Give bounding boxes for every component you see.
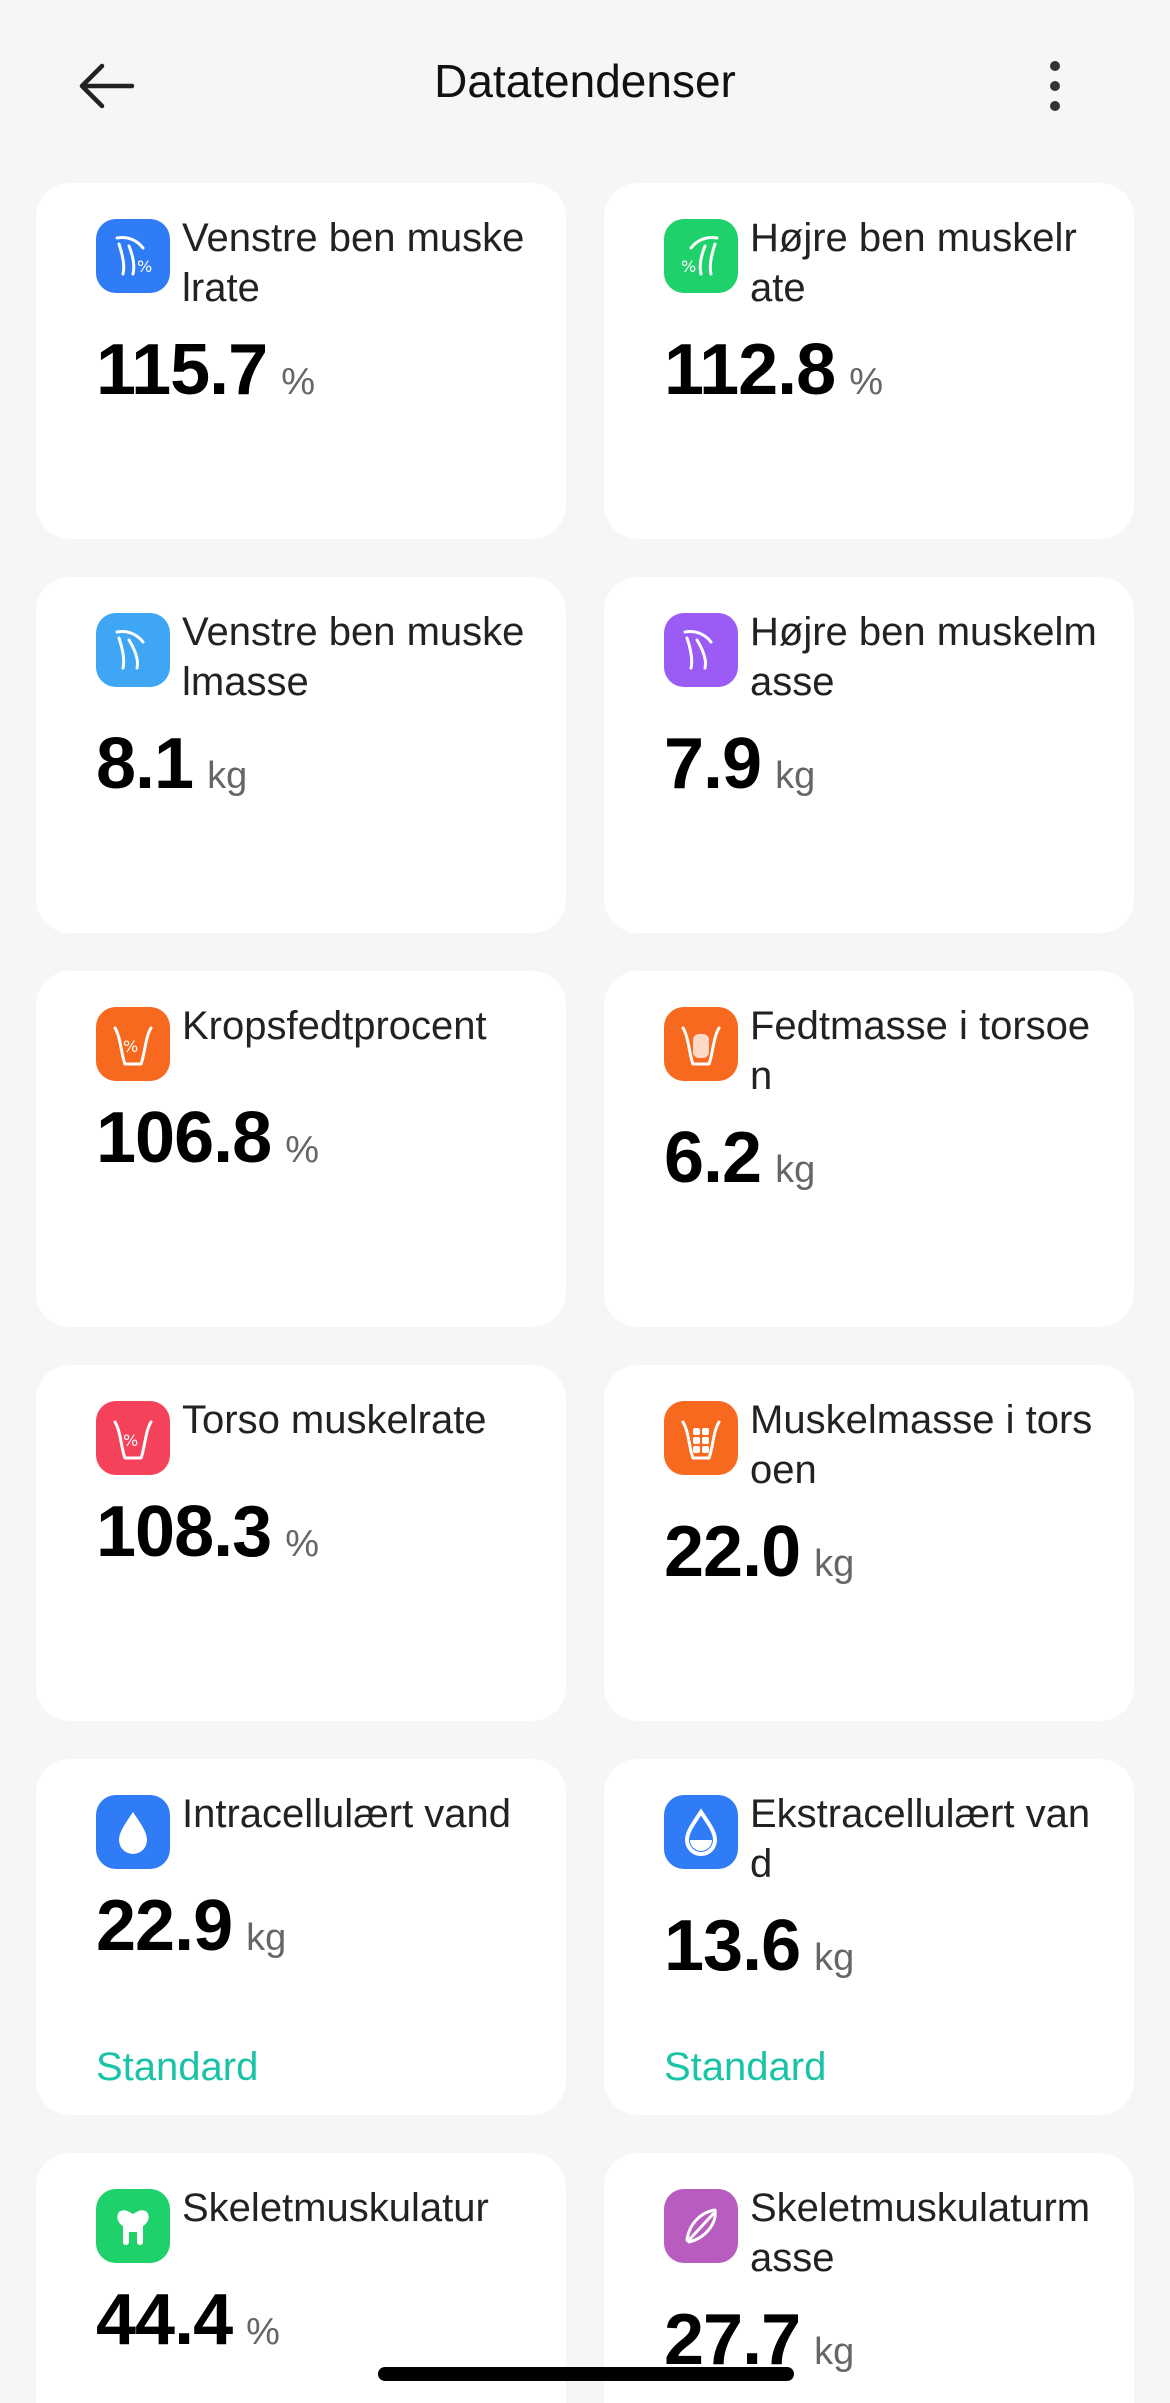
- metric-value: 7.9: [664, 724, 762, 804]
- metric-card-header: Skeletmuskulaturmasse: [664, 2183, 1098, 2283]
- svg-text:%: %: [123, 1037, 138, 1056]
- metric-card[interactable]: Intracellulært vand 22.9 kg Standard: [36, 1759, 566, 2115]
- metric-unit: kg: [246, 1917, 287, 1959]
- torso-muscle-mass-icon: [664, 1401, 738, 1475]
- metric-value-row: 22.9 kg: [96, 1885, 530, 1967]
- metric-card-header: % Kropsfedtprocent: [96, 1001, 530, 1081]
- metric-label: Venstre ben muskelmasse: [182, 610, 525, 704]
- metric-value-row: 22.0 kg: [664, 1511, 1098, 1593]
- metric-card-header: % Torso muskelrate: [96, 1395, 530, 1475]
- metric-value: 13.6: [664, 1906, 801, 1986]
- metric-value-row: 7.9 kg: [664, 723, 1098, 805]
- torso-fat-mass-icon: [664, 1007, 738, 1081]
- metric-card[interactable]: Højre ben muskelmasse 7.9 kg: [604, 577, 1134, 933]
- metric-label: Skeletmuskulaturmasse: [750, 2186, 1091, 2280]
- metric-label: Højre ben muskelmasse: [750, 610, 1097, 704]
- metric-unit: %: [849, 361, 883, 403]
- metric-card-header: Højre ben muskelmasse: [664, 607, 1098, 707]
- back-button[interactable]: [66, 46, 146, 126]
- metric-card-header: Venstre ben muskelmasse: [96, 607, 530, 707]
- metric-unit: kg: [814, 2331, 855, 2373]
- metric-unit: kg: [775, 755, 816, 797]
- metric-value-row: 27.7 kg: [664, 2299, 1098, 2381]
- right-leg-muscle-mass-icon: [664, 613, 738, 687]
- more-options-button[interactable]: [1015, 46, 1095, 126]
- metric-unit: %: [281, 361, 315, 403]
- metric-card[interactable]: Skeletmuskulaturmasse 27.7 kg: [604, 2153, 1134, 2403]
- metric-card-header: % Venstre ben muskelrate: [96, 213, 530, 313]
- metric-card-header: % Højre ben muskelrate: [664, 213, 1098, 313]
- metric-value: 22.9: [96, 1886, 233, 1966]
- metric-label: Kropsfedtprocent: [182, 1004, 487, 1048]
- metric-card-header: Skeletmuskulatur: [96, 2183, 530, 2263]
- body-fat-percent-icon: %: [96, 1007, 170, 1081]
- page-title: Datatendenser: [434, 55, 736, 107]
- metric-unit: %: [285, 1523, 319, 1565]
- metric-unit: %: [285, 1129, 319, 1171]
- more-vertical-icon: [1050, 61, 1060, 111]
- metrics-grid: % Venstre ben muskelrate 115.7%% Højre ben …: [36, 183, 1134, 2403]
- svg-text:%: %: [681, 257, 696, 276]
- left-leg-muscle-mass-icon: [96, 613, 170, 687]
- metric-value: 6.2: [664, 1118, 762, 1198]
- metric-card[interactable]: Skeletmuskulatur 44.4%: [36, 2153, 566, 2403]
- metric-value-row: 106.8%: [96, 1097, 530, 1179]
- metric-unit: kg: [207, 755, 248, 797]
- metric-label: Skeletmuskulatur: [182, 2186, 489, 2230]
- metric-value: 22.0: [664, 1512, 801, 1592]
- metric-value: 115.7: [96, 330, 268, 410]
- metric-label: Ekstracellulært vand: [750, 1792, 1091, 1886]
- left-leg-muscle-rate-icon: %: [96, 219, 170, 293]
- metric-card[interactable]: Ekstracellulært vand 13.6 kg Standard: [604, 1759, 1134, 2115]
- metric-card-header: Ekstracellulært vand: [664, 1789, 1098, 1889]
- home-indicator: [378, 2367, 794, 2381]
- metric-value-row: 115.7%: [96, 329, 530, 411]
- right-leg-muscle-rate-icon: %: [664, 219, 738, 293]
- metric-label: Venstre ben muskelrate: [182, 216, 525, 310]
- metric-value-row: 8.1 kg: [96, 723, 530, 805]
- metric-card[interactable]: % Torso muskelrate 108.3%: [36, 1365, 566, 1721]
- metric-unit: kg: [814, 1937, 855, 1979]
- metric-value-row: 112.8%: [664, 329, 1098, 411]
- metric-value: 112.8: [664, 330, 836, 410]
- metric-value: 44.4: [96, 2280, 233, 2360]
- metric-card[interactable]: Venstre ben muskelmasse 8.1 kg: [36, 577, 566, 933]
- metric-status: Standard: [664, 2045, 827, 2089]
- metric-unit: kg: [775, 1149, 816, 1191]
- metric-card[interactable]: % Kropsfedtprocent 106.8%: [36, 971, 566, 1327]
- metric-card-header: Fedtmasse i torsoen: [664, 1001, 1098, 1101]
- extracellular-water-icon: [664, 1795, 738, 1869]
- svg-text:%: %: [137, 257, 152, 276]
- metric-value-row: 6.2 kg: [664, 1117, 1098, 1199]
- intracellular-water-icon: [96, 1795, 170, 1869]
- metric-card[interactable]: Muskelmasse i torsoen 22.0 kg: [604, 1365, 1134, 1721]
- metric-label: Muskelmasse i torsoen: [750, 1398, 1093, 1492]
- metric-unit: kg: [814, 1543, 855, 1585]
- metric-card[interactable]: Fedtmasse i torsoen 6.2 kg: [604, 971, 1134, 1327]
- back-arrow-icon: [79, 63, 135, 109]
- metric-value-row: 13.6 kg: [664, 1905, 1098, 1987]
- metric-value-row: 108.3%: [96, 1491, 530, 1573]
- metric-card-header: Muskelmasse i torsoen: [664, 1395, 1098, 1495]
- metric-label: Intracellulært vand: [182, 1792, 512, 1836]
- metric-card[interactable]: % Venstre ben muskelrate 115.7%: [36, 183, 566, 539]
- metric-label: Højre ben muskelrate: [750, 216, 1077, 310]
- torso-muscle-rate-icon: %: [96, 1401, 170, 1475]
- metric-card[interactable]: % Højre ben muskelrate 112.8%: [604, 183, 1134, 539]
- metric-value: 8.1: [96, 724, 194, 804]
- svg-text:%: %: [123, 1431, 138, 1450]
- metric-value: 27.7: [664, 2300, 801, 2380]
- metric-card-header: Intracellulært vand: [96, 1789, 530, 1869]
- top-bar: Datatendenser: [0, 0, 1170, 170]
- metric-label: Torso muskelrate: [182, 1398, 487, 1442]
- metric-value: 108.3: [96, 1492, 272, 1572]
- skeletal-muscle-icon: [96, 2189, 170, 2263]
- metric-unit: %: [246, 2311, 280, 2353]
- metric-value: 106.8: [96, 1098, 272, 1178]
- metric-status: Standard: [96, 2045, 259, 2089]
- metric-value-row: 44.4%: [96, 2279, 530, 2361]
- skeletal-muscle-mass-icon: [664, 2189, 738, 2263]
- metric-label: Fedtmasse i torsoen: [750, 1004, 1091, 1098]
